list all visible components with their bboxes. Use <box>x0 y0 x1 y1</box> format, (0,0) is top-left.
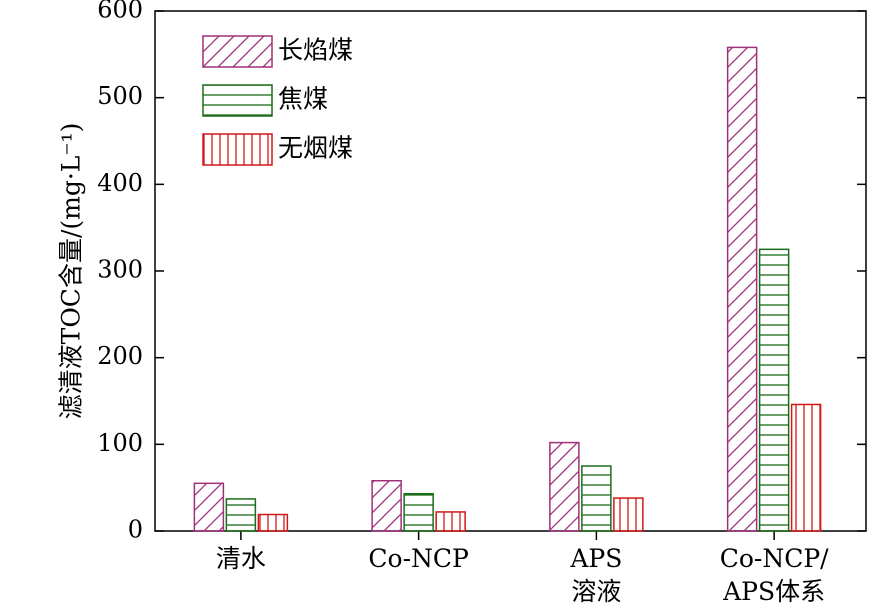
bar-0-3 <box>726 46 758 532</box>
x-category-label: APS <box>569 544 622 573</box>
bar-0-0 <box>193 482 225 532</box>
bar-0-1 <box>371 479 402 532</box>
bar-2-2 <box>613 497 644 532</box>
y-tick-label: 100 <box>97 429 143 457</box>
y-tick-label: 300 <box>97 256 143 284</box>
legend-label: 长焰煤 <box>278 36 353 65</box>
legend-swatch <box>202 35 273 68</box>
bar-1-1 <box>403 492 434 532</box>
bar-0-2 <box>549 441 580 532</box>
y-tick-label: 600 <box>97 0 143 24</box>
bar-1-2 <box>581 465 612 532</box>
x-category-label: 清水 <box>216 544 266 573</box>
y-tick-label: 200 <box>97 342 143 370</box>
y-axis: 0 100 200 300 400 500 600 <box>97 0 866 544</box>
legend-swatch <box>202 133 273 166</box>
bar-1-0 <box>225 498 257 532</box>
bar-1-3 <box>758 248 790 532</box>
x-axis: 清水 Co-NCP APS 溶液 Co-NCP/APS体系 <box>216 531 829 606</box>
x-category-label: Co-NCP <box>368 544 468 573</box>
y-tick-label: 0 <box>128 516 143 544</box>
x-category-label: 溶液 <box>571 577 621 606</box>
bars <box>193 46 822 532</box>
legend-swatch <box>202 84 273 117</box>
x-category-label: Co-NCP/ <box>720 544 829 573</box>
y-tick-label: 400 <box>97 169 143 197</box>
y-axis-label: 滤清液TOC含量/(mg·L⁻¹) <box>57 123 86 420</box>
bar-2-1 <box>435 511 466 532</box>
y-tick-label: 500 <box>97 82 143 110</box>
x-category-label: APS体系 <box>722 577 825 606</box>
bar-2-0 <box>257 513 289 532</box>
bar-2-3 <box>790 403 822 532</box>
legend-label: 焦煤 <box>278 85 328 114</box>
legend-label: 无烟煤 <box>278 134 353 163</box>
